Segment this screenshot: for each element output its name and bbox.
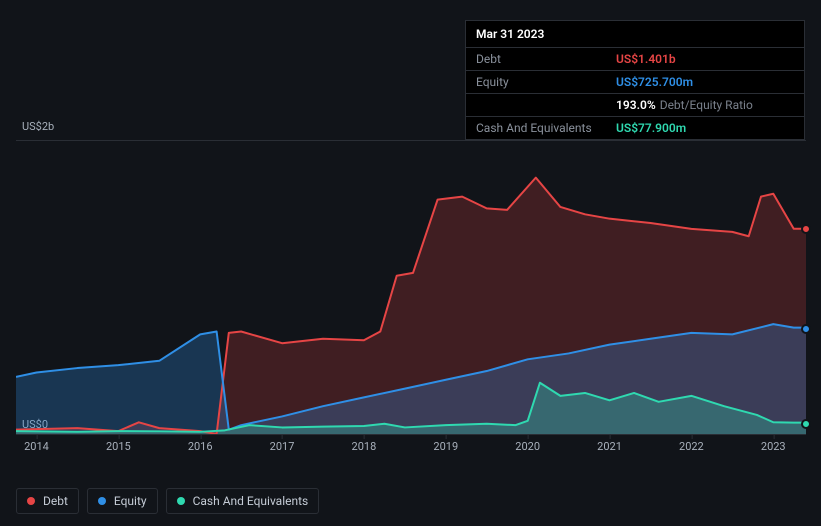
tooltip-row: Cash And EquivalentsUS$77.900m [466,117,804,139]
tooltip-row-label: Debt [476,52,616,66]
x-axis-tick: 2021 [597,440,622,453]
tooltip-row-value: 193.0%Debt/Equity Ratio [616,98,794,112]
legend-label: Cash And Equivalents [193,494,309,508]
series-end-marker [801,324,811,334]
x-axis-tick: 2020 [515,440,540,453]
legend-dot-icon [177,497,185,505]
legend-dot-icon [98,497,106,505]
series-end-marker [801,224,811,234]
tooltip-panel: Mar 31 2023 DebtUS$1.401bEquityUS$725.70… [465,20,805,140]
tooltip-row-label: Cash And Equivalents [476,121,616,135]
tooltip-date: Mar 31 2023 [466,21,804,48]
x-axis-tick: 2016 [188,440,213,453]
x-axis-tick: 2017 [270,440,295,453]
tooltip-row: DebtUS$1.401b [466,48,804,71]
legend-dot-icon [27,497,35,505]
plot-area[interactable] [16,140,806,435]
x-axis: 2014 2015 2016 2017 2018 2019 2020 2021 2022 2023 [16,440,806,460]
tooltip-row: EquityUS$725.700m [466,71,804,94]
tooltip-row-value: US$1.401b [616,52,794,66]
series-end-marker [801,419,811,429]
tooltip-row-suffix: Debt/Equity Ratio [660,98,753,112]
x-axis-tick: 2019 [433,440,458,453]
legend: Debt Equity Cash And Equivalents [16,488,319,514]
y-axis-max-label: US$2b [22,120,54,133]
x-axis-tick: 2015 [106,440,131,453]
x-axis-tick: 2018 [352,440,377,453]
x-axis-tick: 2022 [679,440,704,453]
legend-label: Equity [114,494,147,508]
tooltip-row-value: US$77.900m [616,121,794,135]
legend-item[interactable]: Cash And Equivalents [166,488,320,514]
legend-label: Debt [43,494,68,508]
tooltip-row-value: US$725.700m [616,75,794,89]
tooltip-row-label: Equity [476,75,616,89]
tooltip-row-label [476,98,616,112]
legend-item[interactable]: Equity [87,488,158,514]
chart-container: US$2b US$0 20142015201620172018201920202… [16,120,806,470]
x-axis-tick: 2014 [24,440,49,453]
tooltip-row: 193.0%Debt/Equity Ratio [466,94,804,117]
legend-item[interactable]: Debt [16,488,79,514]
x-axis-tick: 2023 [761,440,786,453]
